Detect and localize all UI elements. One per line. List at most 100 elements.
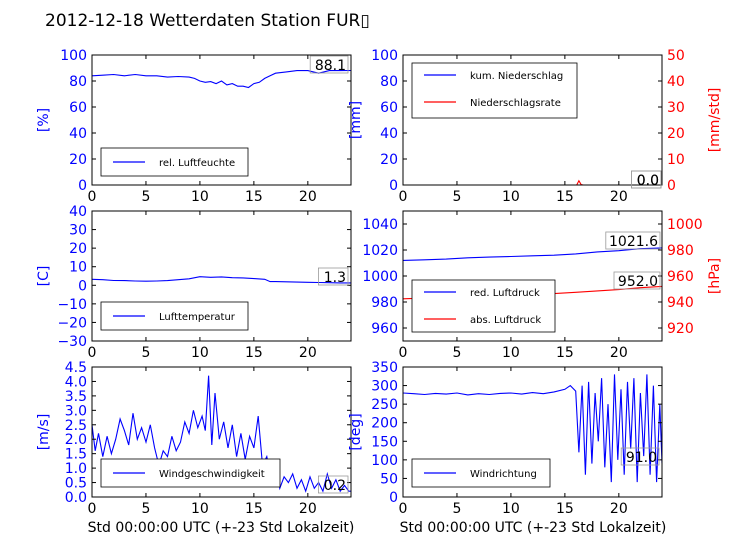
- last-value-label: 1.3: [324, 270, 346, 286]
- y-tick-label: 960: [371, 321, 398, 337]
- last-value-label: 88.1: [315, 58, 346, 74]
- last-value-label: 952.0: [618, 274, 658, 290]
- legend-entry-label: rel. Luftfeuchte: [159, 158, 235, 169]
- x-tick-label: 10: [502, 501, 520, 517]
- legend-wind_direction: Windrichtung: [411, 458, 551, 488]
- legend-entry-label: Windrichtung: [470, 469, 537, 480]
- y-tick-label: 3.0: [65, 403, 87, 419]
- y-right-axis-label: [hPa]: [707, 258, 723, 294]
- plot-frame-temperature: [91, 210, 352, 342]
- last-value-box: [631, 170, 662, 189]
- legend-wind_speed: Windgeschwindigkeit: [100, 458, 281, 488]
- legend-entry-label: kum. Niederschlag: [470, 71, 563, 82]
- panel-temperature: 0 5 10 15 20 −30 −20 −10 0 10 20 30 40 [C] 1.3 Lufttemp…: [36, 204, 352, 361]
- panel-precipitation: 0 5 10 15 20 0 20 40 60 80 100 0 10 20 30 40 50 [mm] [mm/s…: [348, 48, 723, 205]
- series-line-precipitation-1: [403, 179, 662, 185]
- y-right-tick-label: 30: [667, 100, 685, 116]
- x-tick-label: 0: [88, 345, 97, 361]
- y-axis-label: [m/s]: [36, 414, 52, 451]
- y-right-tick-label: 50: [667, 48, 685, 64]
- legend-pressure: red. Luftdruck abs. Luftdruck: [411, 279, 556, 333]
- y-tick-label: 980: [371, 295, 398, 311]
- x-tick-label: 20: [610, 501, 628, 517]
- y-tick-label: 60: [69, 100, 87, 116]
- figure-title-text: 2012-12-18 Wetterdaten Station FUR: [45, 11, 361, 31]
- y-tick-label: 10: [69, 260, 87, 276]
- x-tick-label: 0: [399, 189, 408, 205]
- series-line-temperature-0: [92, 276, 351, 284]
- plot-frame-humidity: [91, 54, 352, 186]
- missing-glyph: ▯: [360, 11, 369, 31]
- legend-temperature: Lufttemperatur: [100, 301, 249, 331]
- y-axis-label: [deg]: [348, 413, 364, 450]
- last-value-label: 0.2: [324, 478, 346, 494]
- y-tick-label: 200: [371, 416, 398, 432]
- y-right-tick-label: 20: [667, 126, 685, 142]
- y-tick-label: 50: [380, 471, 398, 487]
- x-tick-label: 20: [299, 501, 317, 517]
- y-tick-label: 100: [60, 48, 87, 64]
- x-tick-label: 0: [88, 189, 97, 205]
- y-right-tick-label: 920: [667, 321, 694, 337]
- y-tick-label: 20: [69, 241, 87, 257]
- y-tick-label: 0: [78, 278, 87, 294]
- last-value-box: [605, 231, 661, 250]
- legend-precipitation: kum. Niederschlag Niederschlagsrate: [411, 62, 578, 119]
- x-tick-label: 10: [191, 189, 209, 205]
- y-tick-label: −10: [57, 297, 87, 313]
- y-tick-label: 1020: [362, 243, 398, 259]
- legend-humidity: rel. Luftfeuchte: [100, 147, 249, 177]
- x-tick-label: 5: [452, 345, 461, 361]
- y-tick-label: 80: [69, 74, 87, 90]
- y-tick-label: 3.5: [65, 389, 87, 405]
- last-value-box: [309, 55, 349, 74]
- legend-entry-label: red. Luftdruck: [470, 288, 540, 299]
- y-tick-label: 150: [371, 434, 398, 450]
- y-right-tick-label: 40: [667, 74, 685, 90]
- last-value-label: 0.0: [637, 173, 659, 189]
- y-tick-label: 2.5: [65, 418, 87, 434]
- y-tick-label: 0: [389, 490, 398, 506]
- series-line-wind_direction-0: [403, 374, 662, 483]
- y-tick-label: 0.5: [65, 476, 87, 492]
- y-tick-label: 2.0: [65, 432, 87, 448]
- y-tick-label: 4.5: [65, 360, 87, 376]
- y-tick-label: 0.0: [65, 490, 87, 506]
- legend-entry-label: Lufttemperatur: [159, 312, 236, 323]
- y-tick-label: 1000: [362, 269, 398, 285]
- x-tick-label: 20: [299, 189, 317, 205]
- x-tick-label: 10: [191, 345, 209, 361]
- x-tick-label: 10: [502, 345, 520, 361]
- panel-wind_speed: 0 5 10 15 20 0.00.51.01.52.02.53.03.54.04.5 [m…: [36, 360, 352, 517]
- y-tick-label: 1.0: [65, 461, 87, 477]
- y-tick-label: 20: [69, 152, 87, 168]
- last-value-box: [317, 475, 349, 494]
- y-tick-label: 80: [380, 74, 398, 90]
- x-axis-label-right: Std 00:00:00 UTC (+-23 Std Lokalzeit): [400, 520, 667, 536]
- x-tick-label: 0: [399, 345, 408, 361]
- x-tick-label: 5: [141, 189, 150, 205]
- series-line-wind_speed-0: [92, 375, 351, 493]
- last-value-box: [613, 271, 661, 290]
- y-right-tick-label: 1000: [667, 217, 703, 233]
- y-tick-label: 0: [389, 178, 398, 194]
- panel-humidity: 0 5 10 15 20 0 20 40 60 80 100 [%] 88.1 rel. Luftfeuc…: [36, 48, 352, 205]
- y-tick-label: 300: [371, 379, 398, 395]
- y-axis-label: [C]: [36, 266, 52, 287]
- x-tick-label: 15: [556, 501, 574, 517]
- y-right-tick-label: 980: [667, 243, 694, 259]
- last-value-label: 91.0: [626, 450, 657, 466]
- last-value-box: [317, 267, 349, 286]
- y-right-tick-label: 960: [667, 269, 694, 285]
- x-tick-label: 5: [452, 501, 461, 517]
- y-tick-label: 40: [380, 126, 398, 142]
- x-tick-label: 20: [610, 189, 628, 205]
- x-tick-label: 10: [191, 501, 209, 517]
- x-tick-label: 0: [399, 501, 408, 517]
- y-tick-label: 100: [371, 453, 398, 469]
- legend-entry-label: Niederschlagsrate: [470, 98, 561, 109]
- x-axis-label-left: Std 00:00:00 UTC (+-23 Std Lokalzeit): [88, 520, 355, 536]
- y-right-tick-label: 940: [667, 295, 694, 311]
- x-tick-label: 20: [299, 345, 317, 361]
